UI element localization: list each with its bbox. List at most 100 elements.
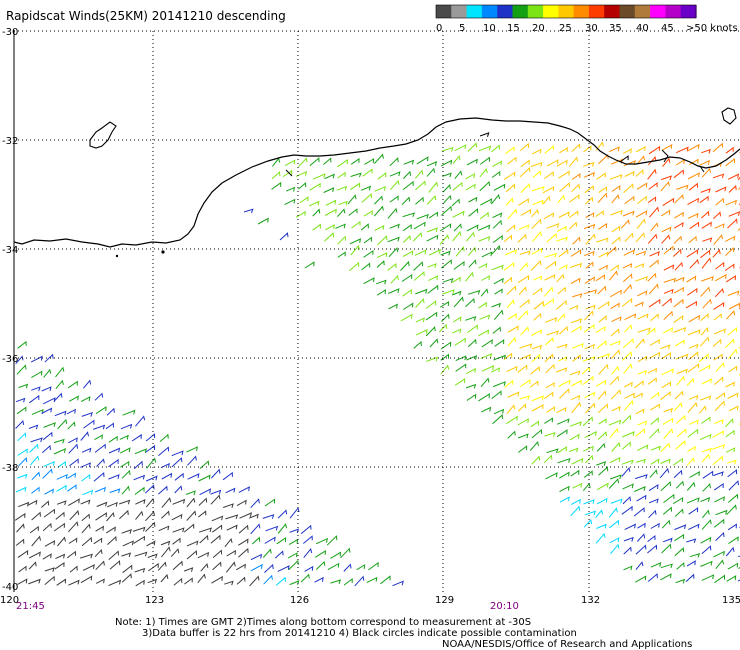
wind-barb: [225, 487, 236, 494]
wind-barb: [545, 260, 556, 270]
wind-barb: [390, 179, 400, 190]
wind-barb: [300, 524, 312, 535]
wind-barb: [440, 341, 452, 350]
wind-barb: [611, 406, 621, 412]
wind-barb: [674, 222, 684, 229]
wind-barb: [609, 340, 621, 346]
wind-barb: [465, 173, 476, 180]
wind-barb: [519, 142, 530, 152]
wind-barb: [596, 461, 607, 466]
wind-barb: [413, 340, 422, 349]
wind-barb: [67, 484, 77, 492]
wind-barb: [54, 438, 65, 444]
wind-barb: [121, 528, 132, 534]
legend-swatch: [680, 5, 697, 18]
wind-barb: [468, 259, 477, 268]
wind-barb: [727, 290, 740, 296]
wind-barb: [135, 415, 146, 427]
wind-barb: [493, 354, 507, 361]
wind-barb: [609, 537, 620, 544]
wind-barb: [265, 525, 279, 532]
wind-barb: [250, 498, 260, 509]
wind-barb: [300, 573, 310, 583]
wind-barb: [161, 510, 170, 519]
wind-barb: [120, 460, 130, 468]
wind-barb: [582, 375, 594, 385]
wind-barb: [324, 208, 337, 216]
wind-barb: [649, 206, 660, 218]
wind-barb: [174, 485, 183, 494]
wind-barb: [478, 145, 492, 152]
wind-barb: [43, 368, 52, 378]
wind-barb: [727, 562, 739, 570]
wind-barb: [596, 237, 609, 243]
wind-barb: [187, 455, 197, 466]
wind-barb: [714, 496, 725, 503]
wind-barb: [570, 318, 582, 324]
wind-barb: [531, 218, 542, 230]
wind-barb: [119, 434, 129, 440]
wind-barb: [442, 172, 452, 178]
wind-barb: [624, 171, 635, 177]
wind-barb: [479, 314, 491, 320]
wind-barb: [145, 444, 155, 453]
lon-label-129: 129: [435, 595, 454, 606]
wind-barb: [224, 580, 234, 586]
wind-barb: [727, 326, 738, 336]
legend-swatch: [481, 5, 498, 18]
wind-barb: [236, 499, 247, 507]
wind-speed-legend: 0 5 10 15 20 25 30 35 40 45 >50 knots: [435, 4, 738, 34]
wind-barb: [17, 448, 28, 456]
wind-barb: [517, 309, 529, 321]
wind-barb: [621, 466, 631, 477]
wind-barb: [28, 578, 41, 585]
wind-barb: [557, 356, 568, 362]
wind-barb: [348, 261, 360, 272]
wind-barb: [520, 379, 531, 388]
wind-barb: [17, 578, 28, 585]
wind-barb: [543, 298, 554, 307]
wind-barb: [80, 431, 89, 441]
wind-barb: [712, 338, 722, 347]
wind-barb: [452, 328, 462, 334]
wind-barb: [187, 473, 200, 480]
wind-barb: [105, 526, 116, 534]
wind-barb: [568, 210, 579, 219]
legend-swatch: [451, 5, 468, 18]
wind-barb: [663, 493, 675, 503]
wind-barb: [54, 561, 65, 570]
wind-barb: [572, 293, 583, 298]
wind-barb: [728, 480, 739, 491]
wind-barb: [29, 525, 39, 534]
wind-barb: [452, 230, 462, 242]
wind-barb: [634, 301, 644, 307]
wind-barb: [608, 419, 622, 426]
wind-barb: [366, 576, 378, 584]
wind-barb: [673, 326, 687, 333]
wind-barb: [622, 210, 635, 217]
wind-barb: [584, 343, 595, 350]
wind-barb: [414, 249, 427, 256]
wind-barb: [648, 156, 657, 166]
wind-barb: [713, 550, 725, 558]
wind-barb: [325, 224, 335, 231]
wind-barb: [454, 337, 466, 346]
wind-barb: [374, 225, 385, 231]
wind-barb: [122, 409, 136, 416]
wind-barb: [688, 507, 699, 515]
wind-barb: [210, 494, 221, 505]
wind-barb: [80, 499, 91, 505]
wind-barb: [363, 249, 374, 258]
wind-barb: [661, 543, 672, 554]
wind-barb: [198, 474, 211, 482]
wind-barb: [42, 431, 53, 441]
wind-barb: [713, 418, 724, 425]
wind-barb: [725, 246, 735, 256]
wind-barb: [251, 536, 261, 545]
wind-barb: [595, 532, 606, 544]
wind-barb: [347, 194, 357, 205]
wind-barb: [325, 199, 337, 206]
wind-barb: [559, 182, 570, 192]
wind-barb: [637, 420, 648, 426]
wind-barb: [492, 234, 503, 244]
